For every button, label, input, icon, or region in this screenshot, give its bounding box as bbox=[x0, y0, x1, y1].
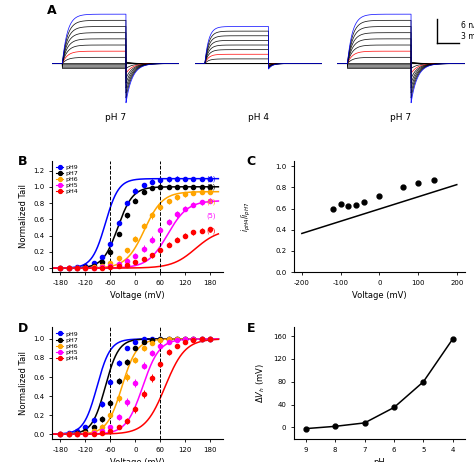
Text: (4): (4) bbox=[206, 198, 216, 205]
Text: (9): (9) bbox=[206, 227, 216, 234]
Text: pH 7: pH 7 bbox=[390, 113, 411, 122]
Text: pH 7: pH 7 bbox=[105, 113, 127, 122]
Text: $i_{pH4}/i_{pH7}$: $i_{pH4}/i_{pH7}$ bbox=[240, 201, 253, 231]
Y-axis label: Normalized Tail: Normalized Tail bbox=[18, 184, 27, 249]
Text: (5): (5) bbox=[206, 213, 216, 219]
X-axis label: Voltage (mV): Voltage (mV) bbox=[352, 292, 407, 300]
Legend: pH9, pH7, pH6, pH5, pH4: pH9, pH7, pH6, pH5, pH4 bbox=[55, 164, 79, 195]
X-axis label: Voltage (mV): Voltage (mV) bbox=[110, 292, 164, 300]
Text: B: B bbox=[18, 155, 27, 168]
Text: 6 nA
3 ms: 6 nA 3 ms bbox=[461, 21, 474, 41]
X-axis label: Voltage (mV): Voltage (mV) bbox=[110, 458, 164, 462]
Text: pH 4: pH 4 bbox=[248, 113, 269, 122]
Text: (9): (9) bbox=[206, 183, 216, 190]
Text: D: D bbox=[18, 322, 28, 335]
Text: A: A bbox=[47, 5, 57, 18]
X-axis label: pH: pH bbox=[374, 458, 385, 462]
Text: C: C bbox=[246, 155, 255, 168]
Legend: pH9, pH7, pH6, pH5, pH4: pH9, pH7, pH6, pH5, pH4 bbox=[55, 331, 79, 362]
Y-axis label: $\Delta V_h$ (mV): $\Delta V_h$ (mV) bbox=[255, 363, 267, 403]
Text: E: E bbox=[246, 322, 255, 335]
Y-axis label: Normalized Tail: Normalized Tail bbox=[18, 351, 27, 415]
Text: (4): (4) bbox=[206, 176, 216, 182]
